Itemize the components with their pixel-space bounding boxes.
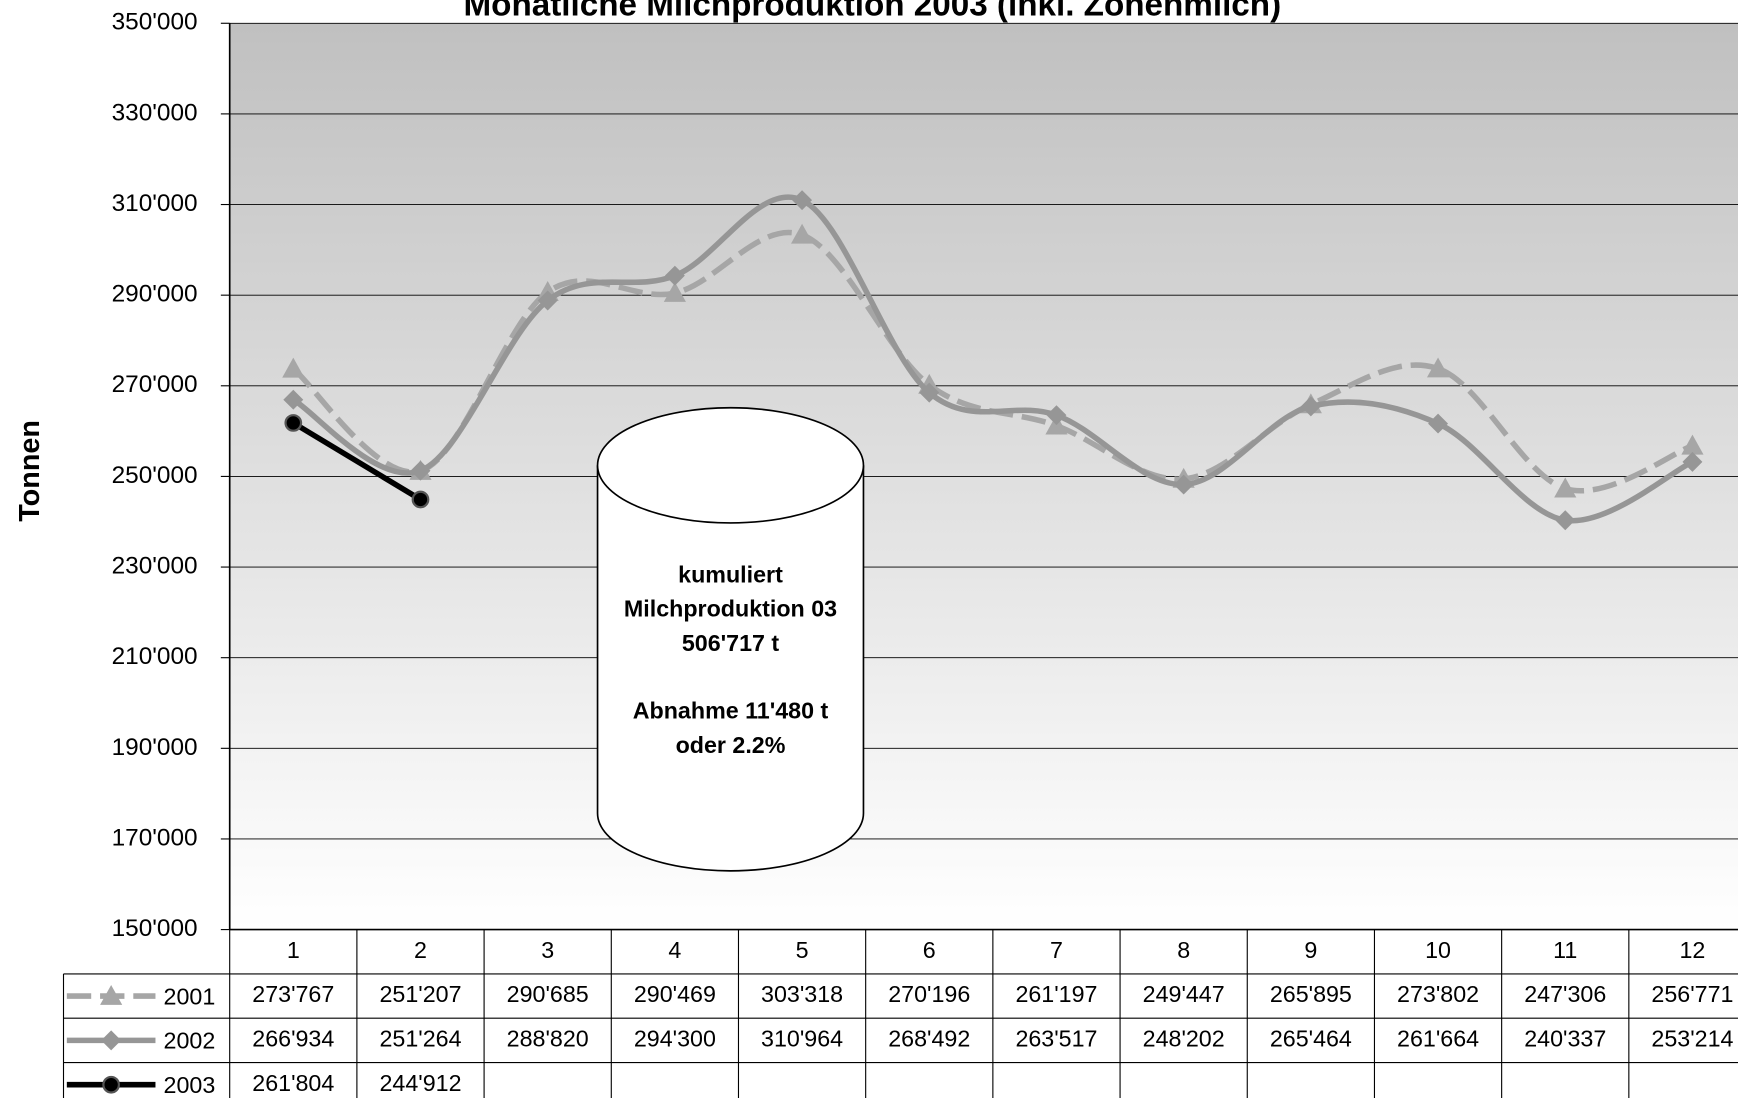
y-tick-label: 290'000 xyxy=(112,281,198,308)
marker xyxy=(286,415,302,431)
table-value: 265'895 xyxy=(1270,981,1352,1007)
table-value: 263'517 xyxy=(1015,1026,1097,1052)
x-tick-label: 3 xyxy=(541,937,554,963)
annotation-text: Milchproduktion 03 xyxy=(624,596,837,622)
table-value: 266'934 xyxy=(252,1026,334,1052)
legend-marker xyxy=(103,1077,119,1093)
table-value: 261'664 xyxy=(1397,1026,1479,1052)
x-tick-label: 5 xyxy=(796,937,809,963)
y-tick-label: 150'000 xyxy=(112,915,198,942)
x-tick-label: 9 xyxy=(1304,937,1317,963)
annotation-text: kumuliert xyxy=(678,561,783,587)
legend-label: 2001 xyxy=(164,983,216,1009)
x-tick-label: 7 xyxy=(1050,937,1063,963)
table-value: 256'771 xyxy=(1651,981,1733,1007)
annotation-text: 506'717 t xyxy=(682,630,780,656)
x-tick-label: 6 xyxy=(923,937,936,963)
table-value: 261'197 xyxy=(1015,981,1097,1007)
table-value: 240'337 xyxy=(1524,1026,1606,1052)
table-value: 310'964 xyxy=(761,1026,843,1052)
table-value: 288'820 xyxy=(507,1026,589,1052)
table-value: 244'912 xyxy=(379,1070,461,1096)
x-tick-label: 10 xyxy=(1425,937,1451,963)
table-value: 303'318 xyxy=(761,981,843,1007)
x-tick-label: 2 xyxy=(414,937,427,963)
table-value: 273'767 xyxy=(252,981,334,1007)
table-value: 294'300 xyxy=(634,1026,716,1052)
y-tick-label: 270'000 xyxy=(112,371,198,398)
y-tick-label: 210'000 xyxy=(112,643,198,670)
table-value: 253'214 xyxy=(1651,1026,1733,1052)
y-tick-label: 330'000 xyxy=(112,99,198,126)
chart: Monatliche Milchproduktion 2003 (inkl. Z… xyxy=(0,0,1738,1098)
cylinder-top xyxy=(598,408,864,523)
y-tick-label: 250'000 xyxy=(112,462,198,489)
table-value: 247'306 xyxy=(1524,981,1606,1007)
table-value: 251'264 xyxy=(379,1026,461,1052)
x-tick-label: 1 xyxy=(287,937,300,963)
y-tick-label: 190'000 xyxy=(112,734,198,761)
page: {"chart_data": {"type": "line", "title":… xyxy=(0,0,1738,1098)
table-value: 273'802 xyxy=(1397,981,1479,1007)
x-tick-label: 4 xyxy=(668,937,681,963)
x-tick-label: 11 xyxy=(1553,937,1577,963)
annotation-cylinder: kumuliert Milchproduktion 03 506'717 t Abna… xyxy=(598,408,864,871)
x-tick-label: 12 xyxy=(1680,937,1706,963)
table-value: 251'207 xyxy=(379,981,461,1007)
y-axis-label: Tonnen xyxy=(14,420,46,522)
marker xyxy=(413,492,429,508)
y-tick-label: 350'000 xyxy=(112,9,198,36)
legend-marker xyxy=(101,1030,121,1050)
legend-label: 2003 xyxy=(164,1072,216,1098)
legend-label: 2002 xyxy=(164,1028,216,1054)
y-tick-label: 310'000 xyxy=(112,190,198,217)
chart-title: Monatliche Milchproduktion 2003 (inkl. Z… xyxy=(464,0,1282,23)
table-value: 290'469 xyxy=(634,981,716,1007)
table-value: 265'464 xyxy=(1270,1026,1352,1052)
table-value: 290'685 xyxy=(507,981,589,1007)
table-value: 249'447 xyxy=(1143,981,1225,1007)
y-tick-label: 170'000 xyxy=(112,824,198,851)
cylinder-body xyxy=(598,465,864,871)
table-value: 248'202 xyxy=(1143,1026,1225,1052)
annotation-text: Abnahme 11'480 t xyxy=(633,698,829,724)
annotation-text: oder 2.2% xyxy=(676,732,786,758)
table-value: 270'196 xyxy=(888,981,970,1007)
y-tick-label: 230'000 xyxy=(112,552,198,579)
x-tick-label: 8 xyxy=(1177,937,1190,963)
table-value: 261'804 xyxy=(252,1070,334,1096)
table-value: 268'492 xyxy=(888,1026,970,1052)
